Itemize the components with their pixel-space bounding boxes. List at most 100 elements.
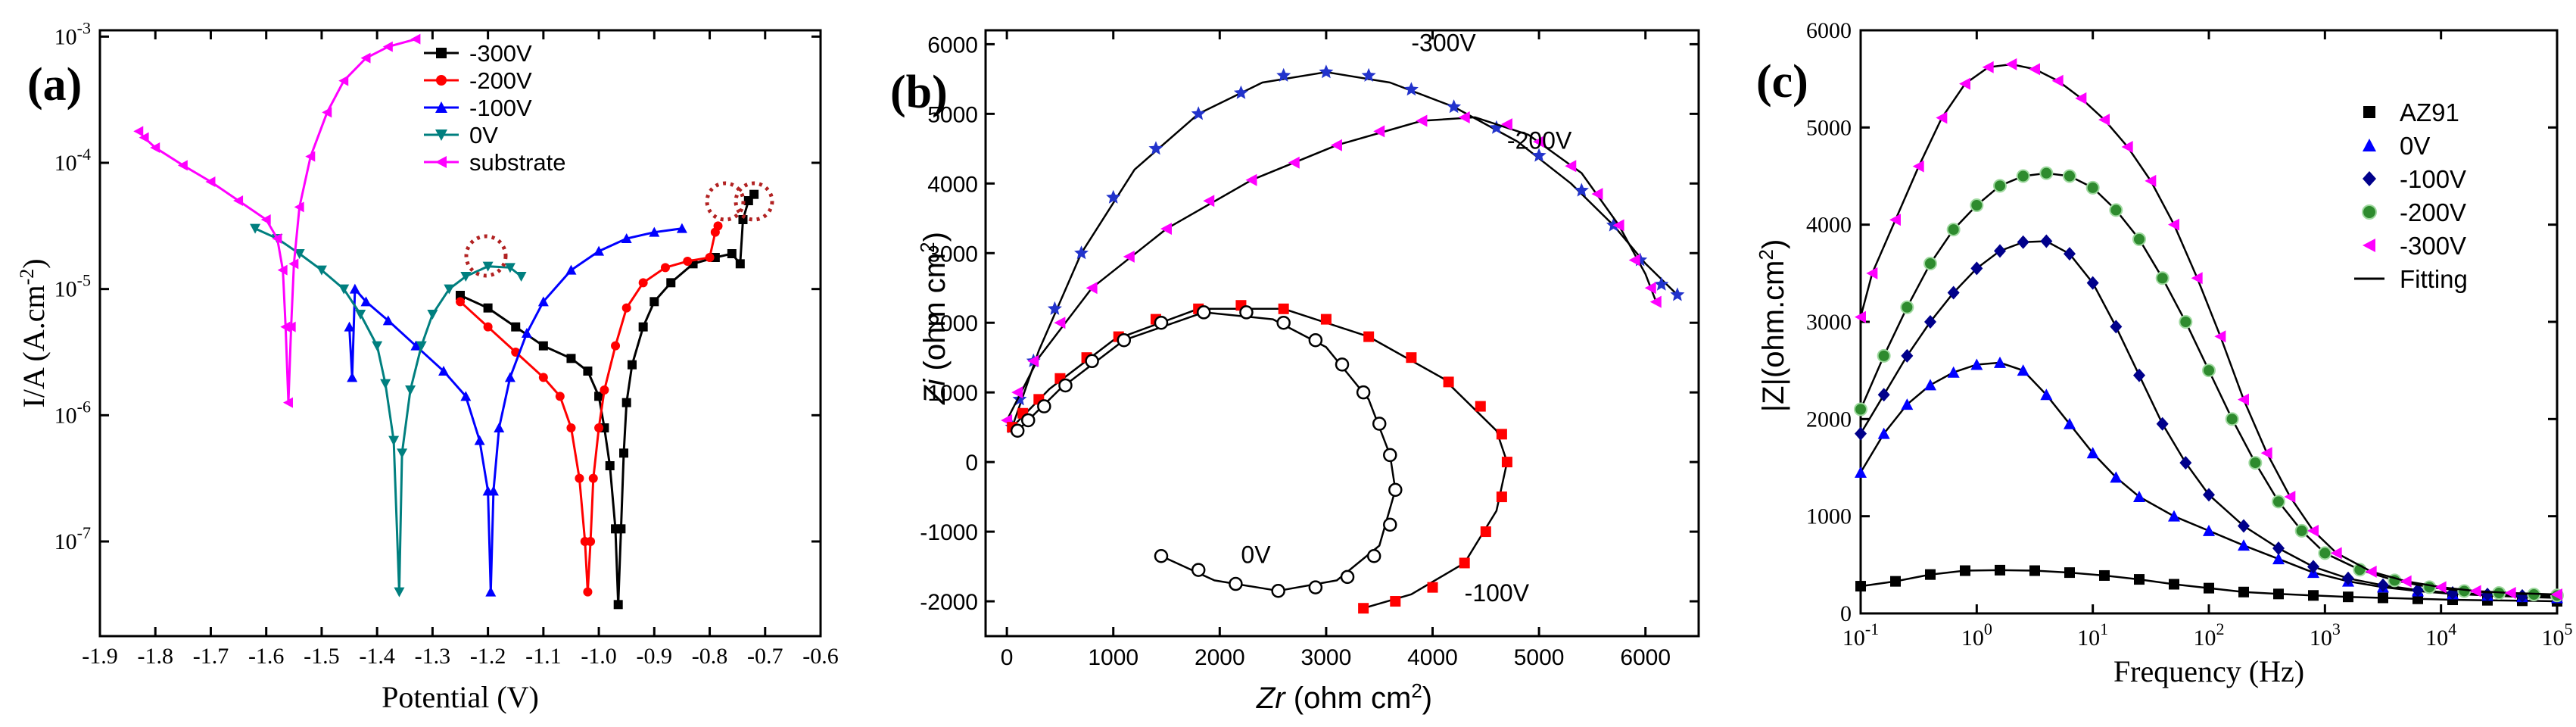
b-ytick-label: 5000 <box>927 102 978 127</box>
b-data-point <box>1644 282 1656 295</box>
c-data-point <box>2551 588 2562 601</box>
b-data-point <box>1489 120 1504 134</box>
c-data-point <box>2169 579 2179 590</box>
a-data-point <box>294 201 304 213</box>
c-data-point <box>2179 456 2192 470</box>
b-data-point <box>1330 139 1342 151</box>
b-data-point <box>1475 401 1486 412</box>
b-data-point <box>1085 354 1099 369</box>
c-data-point <box>1924 315 1936 329</box>
b-data-point <box>1383 517 1397 532</box>
a-ytick-label: 10-5 <box>55 271 91 302</box>
a-data-point <box>355 310 366 320</box>
c-fit-line <box>1859 240 2558 598</box>
c-data-point <box>2039 166 2054 180</box>
c-ytick-label: 4000 <box>1806 213 1852 238</box>
c-data-point <box>1924 379 1936 391</box>
panel-b-annotations: -300V -200V 0V -100V <box>1241 30 1572 607</box>
c-data-point <box>2378 592 2388 604</box>
c-data-point <box>2260 447 2272 460</box>
b-ytick-label: 4000 <box>927 172 978 197</box>
b-data-point <box>1670 287 1685 301</box>
c-data-point <box>2029 565 2040 576</box>
a-data-point <box>575 473 584 483</box>
a-data-point <box>133 126 144 137</box>
a-data-point <box>277 264 288 276</box>
panel-b-ticks: 0 1000 2000 3000 4000 5000 6000 -2000 -1000 0 1000… <box>920 30 1699 670</box>
b-data-point <box>1020 413 1036 428</box>
a-data-point <box>594 423 604 432</box>
a-data-point <box>735 259 745 269</box>
c-xtick-label: 100 <box>1961 619 1992 651</box>
a-data-point <box>504 263 516 273</box>
c-data-point <box>2308 590 2319 601</box>
highlight-circle-1 <box>464 234 508 278</box>
a-data-point <box>738 215 748 224</box>
c-data-point <box>2434 581 2447 594</box>
c-data-point <box>2099 569 2110 581</box>
a-data-point <box>649 297 659 307</box>
c-data-point <box>2294 523 2309 538</box>
c-data-point <box>2017 235 2029 249</box>
b-data-point <box>1271 583 1285 598</box>
a-data-point <box>344 321 355 332</box>
b-data-point <box>1037 399 1051 413</box>
a-data-point <box>322 107 332 118</box>
c-data-point <box>2469 585 2481 598</box>
b-data-point <box>1500 118 1512 131</box>
b-data-point <box>1383 448 1397 463</box>
c-ytick-label: 5000 <box>1806 115 1852 140</box>
a-data-point <box>380 379 391 389</box>
c-data-point <box>2017 364 2029 376</box>
c-data-point <box>2132 232 2146 246</box>
panel-a-plot-frame <box>98 29 822 638</box>
a-data-point <box>410 340 422 351</box>
c-data-point <box>2051 74 2064 87</box>
a-data-point <box>619 448 629 458</box>
c-data-point <box>2133 368 2145 382</box>
a-data-point <box>394 587 405 598</box>
a-data-point <box>288 258 299 270</box>
a-data-point <box>438 366 450 376</box>
c-data-point <box>2040 388 2053 401</box>
panel-b-xlabel-var: Zr <box>1256 682 1286 715</box>
c-data-point <box>1994 244 2006 258</box>
panel-b-series <box>1001 64 1685 614</box>
a-data-point <box>485 586 497 597</box>
a-data-point <box>676 223 687 233</box>
b-data-point <box>1229 576 1243 591</box>
c-data-point <box>1854 402 1867 417</box>
a-data-point <box>260 214 271 225</box>
c-data-point <box>1959 77 1970 90</box>
a-xtick-label: -1.1 <box>525 644 562 669</box>
b-data-point <box>1366 549 1381 563</box>
c-legend-marker <box>2363 171 2376 186</box>
a-data-point <box>504 372 516 382</box>
c-legend-label: -100V <box>2400 165 2466 193</box>
c-data-point <box>2272 495 2285 509</box>
a-data-point <box>456 291 465 300</box>
a-data-point <box>586 537 596 546</box>
a-legend-label: 0V <box>469 122 498 148</box>
b-data-point <box>1047 301 1062 315</box>
b-data-point <box>1058 378 1073 393</box>
c-data-point <box>2238 519 2250 533</box>
a-data-point <box>565 264 577 275</box>
a-data-point <box>305 151 316 162</box>
b-data-point <box>1531 148 1547 162</box>
c-xtick-label: 104 <box>2425 619 2456 651</box>
b-data-point <box>1123 250 1135 263</box>
b-data-point <box>1191 106 1206 120</box>
c-data-point <box>2377 578 2389 592</box>
a-data-point <box>460 391 472 401</box>
b-fit-line <box>1011 70 1678 428</box>
b-ytick-label: -2000 <box>920 590 978 615</box>
a-data-point <box>360 296 372 307</box>
a-data-point <box>233 195 244 206</box>
c-data-point <box>2145 174 2157 187</box>
c-data-point <box>2064 567 2075 579</box>
c-data-point <box>2272 541 2285 556</box>
a-legend-marker <box>436 75 447 86</box>
b-annotation: 0V <box>1241 541 1271 568</box>
